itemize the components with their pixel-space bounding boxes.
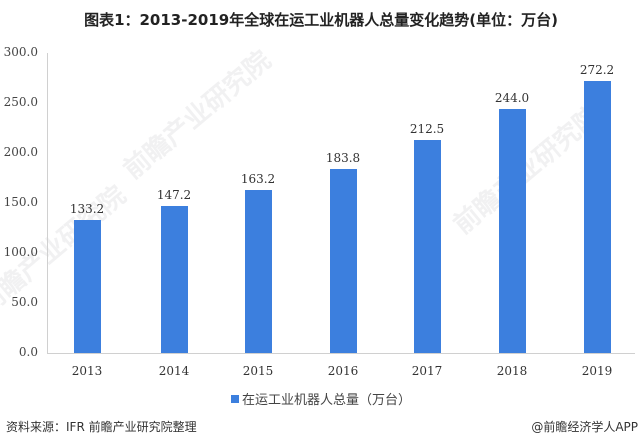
chart-title: 图表1：2013-2019年全球在运工业机器人总量变化趋势(单位：万台) [84,11,558,29]
x-tick: 2016 [327,364,359,378]
bar-2017 [414,140,441,353]
x-tick: 2019 [581,364,613,378]
credit-note: @前瞻经济学人APP [531,420,638,434]
bar-2014 [161,206,188,353]
y-axis-line [47,53,48,353]
y-tick: 250.0 [3,95,38,109]
bar-2019 [584,81,611,353]
x-tick: 2015 [242,364,274,378]
bar-2016 [330,169,357,353]
bar-value-label: 163.2 [240,172,276,186]
bar-value-label: 212.5 [409,122,445,136]
x-tick: 2017 [411,364,443,378]
y-tick: 150.0 [3,195,38,209]
bar-value-label: 133.2 [69,202,105,216]
x-tick: 2014 [158,364,190,378]
bar-2013 [74,220,101,353]
bar-value-label: 244.0 [494,91,530,105]
bar-2015 [245,190,272,353]
bar-value-label: 272.2 [579,63,615,77]
x-tick: 2013 [71,364,103,378]
bar-value-label: 183.8 [325,151,361,165]
y-tick: 0.0 [18,345,38,359]
bar-2018 [499,109,526,353]
legend-swatch-icon [230,395,239,403]
y-tick: 200.0 [3,145,38,159]
x-tick: 2018 [496,364,528,378]
y-tick: 300.0 [3,45,38,59]
y-tick: 100.0 [3,245,38,259]
y-tick: 50.0 [11,295,38,309]
source-note: 资料来源：IFR 前瞻产业研究院整理 [6,420,197,434]
legend-label: 在运工业机器人总量（万台） [241,393,411,408]
watermark: 前瞻产业研究院 [118,45,277,186]
x-axis-line [47,353,635,354]
legend: 在运工业机器人总量（万台） [0,389,642,408]
bar-value-label: 147.2 [156,188,192,202]
